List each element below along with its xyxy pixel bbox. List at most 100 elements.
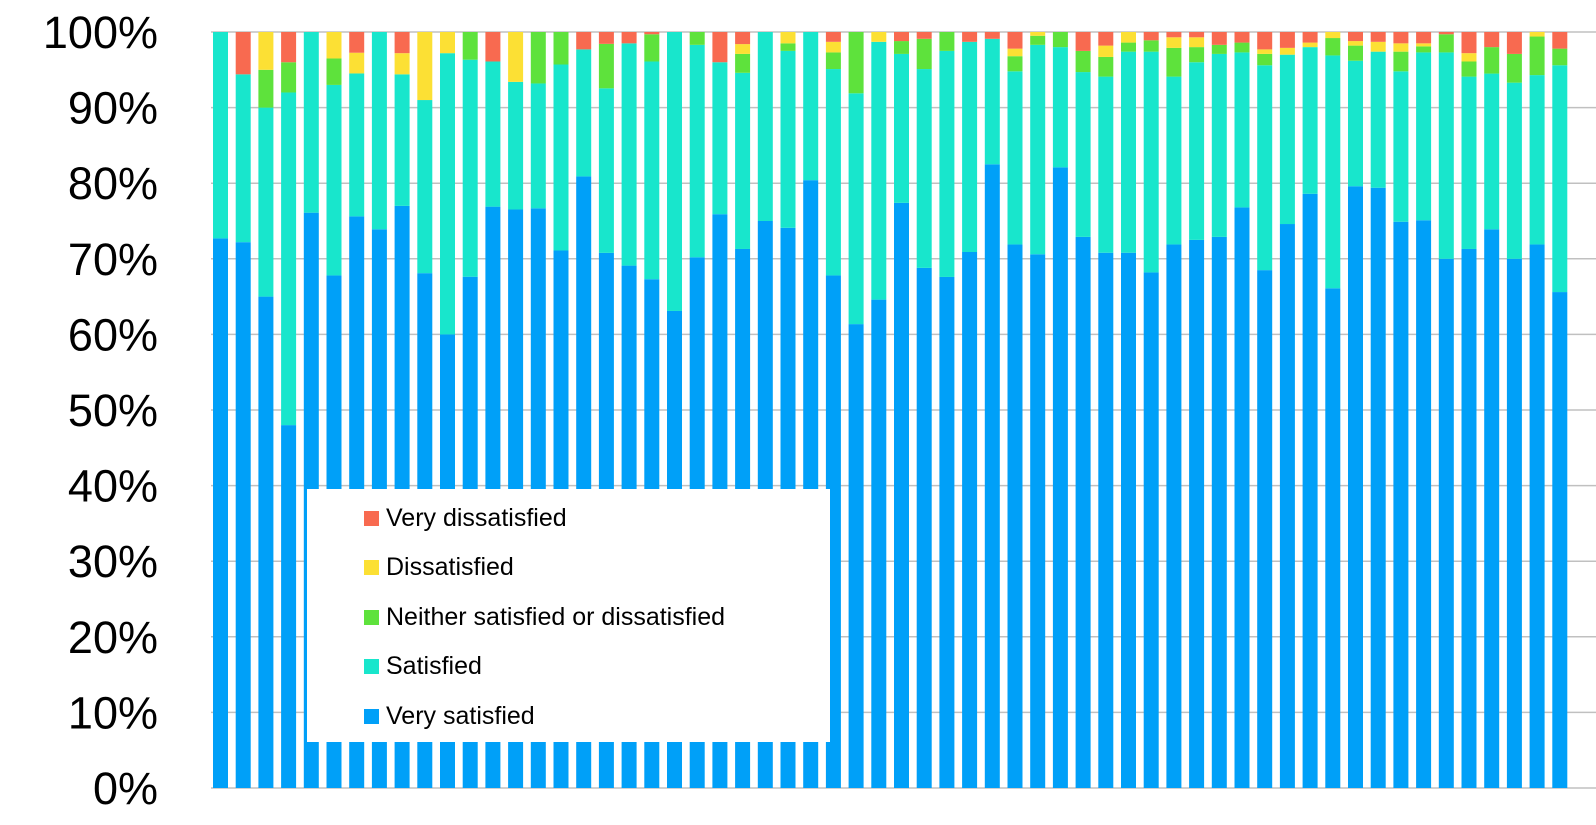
bar-segment-satisfied: [1007, 71, 1023, 245]
y-tick-label: 100%: [43, 7, 158, 58]
bar-segment-neither-satisfied-or-dissatisfied: [1007, 56, 1023, 72]
bar-segment-dissatisfied: [1529, 32, 1545, 37]
bar-segment-satisfied: [689, 44, 705, 258]
bar-segment-neither-satisfied-or-dissatisfied: [689, 32, 705, 45]
bar-segment-neither-satisfied-or-dissatisfied: [1234, 42, 1250, 53]
bar-segment-very-dissatisfied: [349, 32, 365, 53]
bar-segment-satisfied: [916, 69, 932, 268]
bar-segment-satisfied: [871, 41, 887, 300]
bar-segment-satisfied: [984, 38, 1000, 165]
bar-segment-satisfied: [371, 32, 387, 230]
bar-segment-very-satisfied: [1529, 244, 1545, 788]
legend-label: Dissatisfied: [386, 552, 514, 581]
bar-segment-very-satisfied: [1393, 221, 1409, 789]
legend-item-dissatisfied: Dissatisfied: [364, 552, 514, 582]
bar-segment-satisfied: [621, 43, 637, 266]
bar-segment-neither-satisfied-or-dissatisfied: [258, 69, 274, 108]
bar-segment-very-satisfied: [213, 238, 228, 788]
bar-segment-dissatisfied: [1098, 45, 1114, 57]
legend-swatch: [364, 559, 379, 575]
bar-segment-very-satisfied: [258, 296, 274, 788]
bar-segment-very-satisfied: [1075, 236, 1091, 789]
bar-segment-very-satisfied: [1257, 270, 1273, 788]
legend-swatch: [364, 708, 379, 724]
bar-segment-satisfied: [530, 83, 546, 209]
bar-segment-very-satisfied: [1211, 236, 1227, 789]
bar-segment-satisfied: [1121, 51, 1136, 253]
bar-segment-neither-satisfied-or-dissatisfied: [825, 52, 841, 70]
bar-segment-very-satisfied: [1484, 229, 1500, 789]
bar-segment-very-dissatisfied: [916, 32, 932, 39]
bar-segment-satisfied: [462, 59, 478, 277]
bar-segment-dissatisfied: [735, 44, 751, 54]
bar-segment-satisfied: [939, 50, 955, 277]
bar-segment-satisfied: [894, 53, 909, 203]
bar-segment-very-satisfied: [1052, 167, 1068, 789]
bar-segment-satisfied: [1325, 55, 1341, 289]
bar-segment-satisfied: [1302, 47, 1318, 194]
bar-segment-very-satisfied: [1506, 258, 1522, 788]
bar-segment-neither-satisfied-or-dissatisfied: [644, 34, 660, 62]
bar-segment-dissatisfied: [1279, 47, 1295, 55]
bar-segment-satisfied: [394, 74, 410, 206]
bar-segment-satisfied: [1279, 54, 1295, 225]
bar-segment-very-dissatisfied: [1234, 32, 1250, 43]
bar-segment-neither-satisfied-or-dissatisfied: [916, 38, 932, 70]
bar-segment-neither-satisfied-or-dissatisfied: [1416, 46, 1432, 53]
bar-segment-neither-satisfied-or-dissatisfied: [1166, 47, 1182, 77]
bar-segment-satisfied: [667, 32, 682, 311]
bar-segment-very-dissatisfied: [962, 32, 978, 42]
bar-segment-satisfied: [712, 62, 728, 215]
bar-segment-satisfied: [281, 92, 297, 426]
bar-segment-very-dissatisfied: [894, 32, 909, 42]
bar-segment-satisfied: [1234, 52, 1250, 208]
bar-segment-dissatisfied: [1348, 41, 1363, 46]
bar-segment-very-dissatisfied: [1506, 32, 1522, 54]
bar-segment-dissatisfied: [1461, 53, 1477, 62]
legend: Very dissatisfied Dissatisfied Neither s…: [307, 489, 830, 742]
y-tick-label: 80%: [68, 158, 158, 209]
bar-segment-neither-satisfied-or-dissatisfied: [326, 58, 342, 85]
legend-item-very-satisfied: Very satisfied: [364, 701, 535, 731]
bar-segment-neither-satisfied-or-dissatisfied: [1211, 44, 1227, 54]
bar-segment-very-satisfied: [281, 425, 297, 788]
bar-segment-satisfied: [757, 32, 773, 221]
bar-segment-dissatisfied: [1325, 32, 1341, 39]
bar-segment-neither-satisfied-or-dissatisfied: [553, 32, 569, 65]
bar-segment-very-satisfied: [871, 299, 887, 788]
bar-segment-satisfied: [1098, 76, 1114, 253]
bar-segment-very-dissatisfied: [485, 32, 501, 62]
bar-segment-satisfied: [825, 69, 841, 276]
bar-segment-very-dissatisfied: [825, 32, 841, 42]
bar-segment-neither-satisfied-or-dissatisfied: [1325, 38, 1341, 56]
y-tick-label: 40%: [68, 461, 158, 512]
bar-segment-dissatisfied: [440, 32, 455, 54]
bar-segment-dissatisfied: [1189, 37, 1205, 48]
bar-segment-satisfied: [1052, 47, 1068, 168]
bar-segment-neither-satisfied-or-dissatisfied: [1506, 53, 1522, 83]
y-tick-label: 70%: [68, 234, 158, 285]
bar-segment-dissatisfied: [508, 32, 524, 82]
bar-segment-dissatisfied: [1370, 41, 1386, 52]
bar-segment-neither-satisfied-or-dissatisfied: [1484, 47, 1500, 74]
bar-segment-very-dissatisfied: [1552, 32, 1568, 49]
y-axis-tick-labels: 0% 10% 20% 30% 40% 50% 60% 70% 80% 90% 100%: [43, 7, 158, 814]
bar-segment-dissatisfied: [1393, 43, 1409, 52]
bar-segment-satisfied: [303, 32, 319, 213]
bar-segment-neither-satisfied-or-dissatisfied: [1438, 34, 1454, 53]
legend-label: Neither satisfied or dissatisfied: [386, 602, 726, 631]
bar-segment-very-dissatisfied: [1461, 32, 1477, 54]
bar-segment-satisfied: [349, 73, 365, 217]
bar-segment-neither-satisfied-or-dissatisfied: [894, 41, 909, 54]
bar-segment-very-dissatisfied: [1279, 32, 1295, 48]
bar-segment-very-dissatisfied: [1484, 32, 1500, 48]
bar-segment-dissatisfied: [417, 32, 433, 101]
bar-segment-very-dissatisfied: [576, 32, 592, 50]
bar-segment-very-dissatisfied: [394, 32, 410, 54]
bar-segment-satisfied: [1030, 44, 1046, 255]
bar-segment-satisfied: [1189, 62, 1205, 240]
bar-segment-satisfied: [508, 81, 524, 210]
bar-segment-satisfied: [485, 61, 501, 207]
bar-segment-dissatisfied: [1416, 43, 1432, 47]
bar-segment-satisfied: [576, 49, 592, 177]
